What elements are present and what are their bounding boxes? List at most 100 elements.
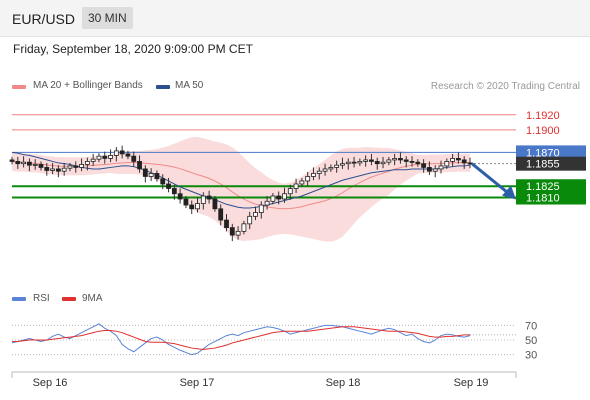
- candle-body: [299, 180, 305, 185]
- candle-body: [415, 161, 421, 165]
- timeframe-badge[interactable]: 30 MIN: [82, 7, 133, 29]
- candle-body: [357, 161, 363, 164]
- candle-body: [212, 198, 218, 210]
- candle-body: [102, 155, 108, 159]
- candle-body: [322, 168, 328, 172]
- candle-body: [398, 158, 403, 161]
- price-box-2: [516, 145, 586, 160]
- candle-body: [316, 170, 322, 174]
- candle-body: [61, 167, 67, 172]
- top-bar: EUR/USD 30 MIN: [0, 0, 590, 37]
- candle-body: [409, 161, 415, 163]
- candle-body: [15, 161, 21, 165]
- candle-body: [450, 158, 456, 162]
- candle-body: [90, 158, 96, 162]
- x-tick-label: Sep 17: [180, 377, 215, 389]
- candle-body: [461, 159, 467, 164]
- candle-body: [340, 163, 345, 166]
- candle-body: [380, 161, 386, 165]
- legend-label-rsi: RSI: [33, 293, 50, 304]
- chart-datetime: Friday, September 18, 2020 9:09:00 PM CE…: [13, 42, 253, 56]
- candle-body: [253, 212, 258, 217]
- pair-title: EUR/USD: [12, 11, 76, 27]
- candle-body: [218, 208, 224, 221]
- candle-body: [305, 176, 311, 182]
- price-label-5: 1.1810: [526, 193, 560, 205]
- candle-body: [432, 168, 438, 172]
- price-label-0: 1.1920: [526, 110, 560, 122]
- candle-body: [258, 204, 264, 213]
- candle-body: [148, 173, 154, 177]
- candle-body: [241, 223, 247, 232]
- candle-body: [328, 167, 334, 170]
- price-label-4: 1.1825: [526, 181, 560, 193]
- candle-body: [171, 188, 177, 195]
- price-box-4: [516, 179, 586, 194]
- candle-body: [438, 165, 444, 170]
- candle-body: [44, 167, 50, 171]
- candle-body: [282, 193, 287, 200]
- candle-body: [200, 195, 206, 204]
- legend-swatch-ma50: [156, 85, 170, 89]
- candle-body: [113, 150, 119, 156]
- candle-body: [55, 168, 61, 172]
- price-label-2: 1.1870: [526, 147, 560, 159]
- candle-body: [166, 183, 171, 189]
- legend-label-ma20: MA 20 + Bollinger Bands: [33, 80, 143, 91]
- candle-body: [224, 219, 229, 229]
- x-tick-label: Sep 19: [454, 377, 489, 389]
- candle-body: [154, 173, 160, 180]
- candle-body: [293, 183, 299, 189]
- candle-body: [32, 164, 38, 166]
- candle-body: [137, 161, 142, 170]
- price-label-1: 1.1900: [526, 125, 560, 137]
- legend-swatch-rsi: [12, 297, 26, 301]
- candle-body: [9, 159, 15, 162]
- candle-body: [311, 173, 316, 177]
- candle-body: [131, 155, 137, 162]
- candle-body: [270, 195, 276, 202]
- ma50-line: [11, 151, 471, 209]
- legend-label-ma50: MA 50: [175, 80, 204, 91]
- x-tick-label: Sep 18: [326, 377, 361, 389]
- rsi-line: [11, 323, 471, 356]
- price-label-3: 1.1855: [526, 159, 560, 171]
- candle-body: [374, 161, 380, 165]
- credit-text: Research © 2020 Trading Central: [430, 81, 580, 92]
- price-box-3: [516, 156, 586, 171]
- candle-body: [67, 165, 73, 169]
- candle-body: [96, 155, 102, 160]
- candle-body: [195, 203, 200, 210]
- candle-body: [26, 161, 32, 166]
- candle-body: [444, 161, 450, 167]
- candle-body: [73, 165, 79, 168]
- candle-body: [79, 164, 84, 168]
- legend-swatch-9ma: [62, 297, 76, 301]
- rsi-ma9-line: [12, 326, 470, 351]
- candle-body: [177, 193, 183, 200]
- candle-body: [189, 204, 195, 210]
- price-box-5: [516, 190, 586, 205]
- candle-body: [345, 161, 351, 165]
- legend-swatch-ma20: [12, 85, 26, 89]
- candle-body: [21, 161, 26, 165]
- candle-body: [183, 198, 189, 206]
- candle-body: [467, 162, 473, 165]
- candle-body: [369, 159, 374, 162]
- candle-body: [206, 195, 212, 200]
- forecast-arrow-head: [502, 185, 516, 200]
- legend-label-9ma: 9MA: [82, 293, 103, 304]
- candle-body: [276, 195, 282, 200]
- candle-body: [264, 200, 270, 206]
- candle-body: [235, 230, 241, 236]
- rsi-tick-50: 50: [525, 335, 537, 347]
- candle-body: [334, 164, 340, 168]
- candle-body: [386, 159, 392, 163]
- candle-body: [84, 161, 90, 165]
- candle-body: [160, 178, 166, 185]
- candle-body: [229, 227, 235, 236]
- candle-body: [421, 163, 427, 168]
- candle-body: [125, 153, 131, 157]
- rsi-tick-30: 30: [525, 350, 537, 362]
